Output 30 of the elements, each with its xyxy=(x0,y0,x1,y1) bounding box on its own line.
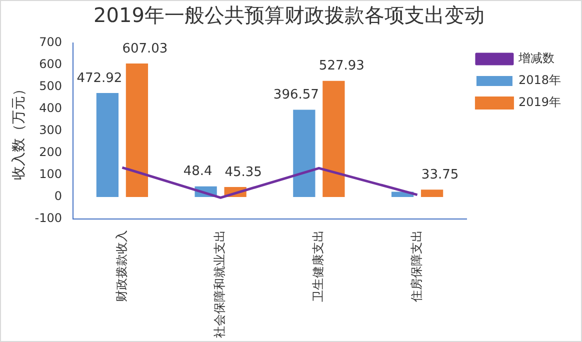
x-tick-label: 住房保障支出 xyxy=(409,230,424,303)
data-label: 607.03 xyxy=(122,41,168,56)
data-label: 472.92 xyxy=(76,70,122,86)
bar xyxy=(420,190,444,197)
legend-label: 增减数 xyxy=(517,51,554,66)
y-tick-label: 700 xyxy=(39,35,62,50)
y-tick-label: 400 xyxy=(39,101,62,116)
legend-label: 2018年 xyxy=(518,73,562,88)
data-label: 396.57 xyxy=(273,88,319,103)
y-tick-label: 300 xyxy=(39,123,62,138)
data-label: 45.35 xyxy=(224,164,262,180)
bar xyxy=(322,80,345,197)
y-tick-label: 200 xyxy=(39,145,62,160)
x-tick-label: 财政拨款收入 xyxy=(114,230,128,302)
data-label: 527.93 xyxy=(318,58,364,74)
bar xyxy=(293,110,316,197)
legend-label: 2019年 xyxy=(518,95,562,110)
bar xyxy=(96,92,119,197)
y-tick-label: 600 xyxy=(39,57,62,72)
y-tick-label: 500 xyxy=(39,79,62,94)
y-axis-title: 收入数（万元） xyxy=(11,82,28,180)
bar xyxy=(126,63,148,197)
x-tick-label: 卫生健康支出 xyxy=(311,230,326,302)
y-tick-label: -100 xyxy=(34,211,62,226)
x-tick-label: 社会保障和就业支出 xyxy=(212,230,227,338)
y-tick-label: 100 xyxy=(39,167,62,182)
y-tick-label: 0 xyxy=(54,189,62,204)
chart-title: 2019年一般公共预算财政拨款各项支出变动 xyxy=(94,3,484,28)
data-label: 48.4 xyxy=(183,164,212,180)
data-label: 33.75 xyxy=(421,167,459,182)
